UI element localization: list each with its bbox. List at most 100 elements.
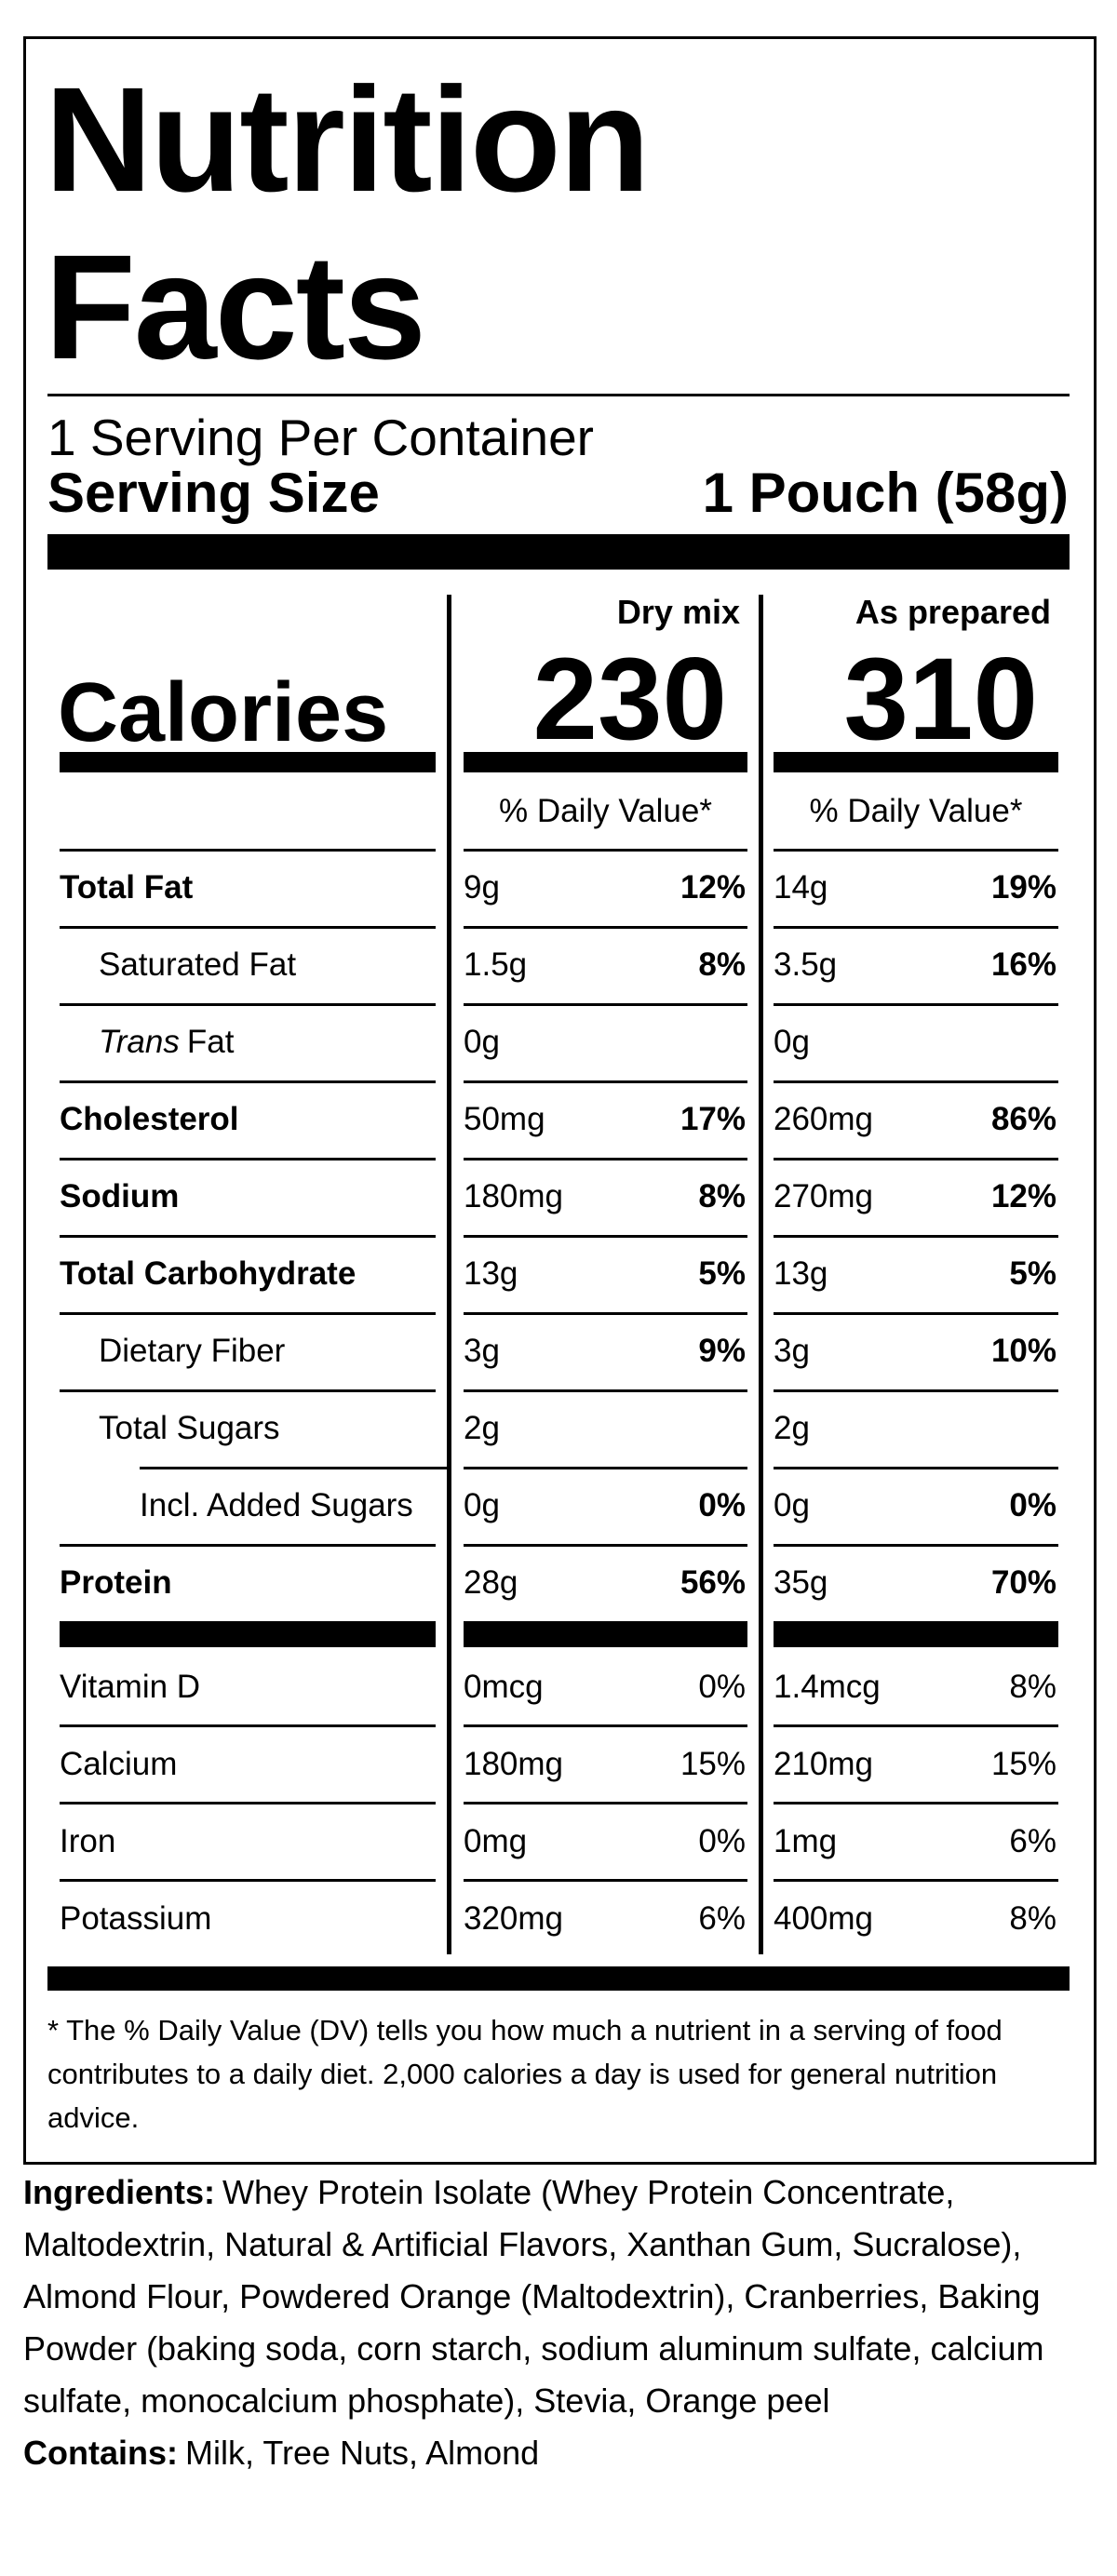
label-border	[23, 36, 1097, 2165]
nutrient-name: Sodium	[60, 1178, 180, 1215]
daily-value: 0%	[698, 1487, 746, 1524]
amount: 3g	[774, 1333, 810, 1370]
amount: 1.5g	[464, 946, 528, 984]
daily-value: 15%	[990, 1746, 1056, 1783]
rule	[464, 1544, 747, 1547]
rule	[774, 1158, 1058, 1161]
rule	[464, 1467, 747, 1469]
title: Nutrition Facts	[45, 56, 650, 390]
nutrient-name: Total Carbohydrate	[60, 1255, 357, 1293]
rule	[774, 1080, 1058, 1083]
rule	[774, 1802, 1058, 1805]
rule	[464, 1312, 747, 1315]
rule	[774, 926, 1058, 929]
amount: 2g	[464, 1410, 500, 1447]
rule	[60, 1621, 436, 1647]
amount: 0g	[774, 1487, 810, 1524]
amount: 0g	[464, 1024, 500, 1061]
daily-value: 6%	[1009, 1823, 1056, 1860]
rule	[464, 926, 747, 929]
amount: 270mg	[774, 1178, 874, 1215]
column-heading: Dry mix	[616, 592, 740, 631]
daily-value: 0%	[698, 1669, 746, 1706]
rule	[464, 1389, 747, 1392]
ingredients-label: Ingredients:	[23, 2173, 216, 2211]
vitamin-name: Potassium	[60, 1900, 212, 1938]
rule	[60, 1235, 436, 1238]
rule	[60, 1080, 436, 1083]
column-heading: As prepared	[855, 592, 1051, 631]
rule	[464, 1158, 747, 1161]
amount: 3.5g	[774, 946, 838, 984]
amount: 0mcg	[464, 1669, 544, 1706]
rule	[60, 1802, 436, 1805]
dv-heading: % Daily Value*	[809, 793, 1023, 830]
rule	[774, 849, 1058, 852]
amount: 0g	[774, 1024, 810, 1061]
amount: 2g	[774, 1410, 810, 1447]
contains-text: Milk, Tree Nuts, Almond	[185, 2434, 540, 2472]
daily-value: 8%	[698, 946, 746, 984]
calories-value: 310	[843, 634, 1038, 764]
calories-label: Calories	[58, 665, 389, 759]
rule	[464, 1003, 747, 1006]
rule	[60, 1389, 436, 1392]
amount: 180mg	[464, 1178, 564, 1215]
ingredients-text: Whey Protein Isolate (Whey Protein Conce…	[23, 2173, 1044, 2420]
daily-value: 8%	[1009, 1669, 1056, 1706]
daily-value: 5%	[1009, 1255, 1056, 1293]
rule	[774, 1235, 1058, 1238]
rule	[464, 1235, 747, 1238]
serving-size: 1 Pouch (58g)	[702, 462, 1069, 524]
vitamin-name: Calcium	[60, 1746, 178, 1783]
ingredients: Ingredients: Whey Protein Isolate (Whey P…	[23, 2167, 1094, 2427]
daily-value: 17%	[680, 1101, 746, 1138]
amount: 320mg	[464, 1900, 564, 1938]
amount: 3g	[464, 1333, 500, 1370]
nutrient-name: Total Sugars	[99, 1410, 280, 1447]
rule	[759, 595, 763, 1954]
daily-value: 5%	[698, 1255, 746, 1293]
nutrient-name: Total Fat	[60, 869, 194, 906]
rule	[447, 595, 451, 1954]
rule	[774, 1879, 1058, 1882]
amount: 260mg	[774, 1101, 874, 1138]
calories-value: 230	[532, 634, 727, 764]
daily-value: 70%	[990, 1564, 1056, 1602]
rule	[464, 1621, 747, 1647]
daily-value: 86%	[990, 1101, 1056, 1138]
nutrient-name: Incl. Added Sugars	[140, 1487, 413, 1524]
rule	[774, 1467, 1058, 1469]
amount: 9g	[464, 869, 500, 906]
daily-value: 0%	[1009, 1487, 1056, 1524]
nutrient-name-italic: Trans	[99, 1024, 180, 1061]
rule	[774, 1312, 1058, 1315]
nutrient-name: Saturated Fat	[99, 946, 297, 984]
amount: 400mg	[774, 1900, 874, 1938]
rule	[60, 1158, 436, 1161]
daily-value: 10%	[990, 1333, 1056, 1370]
daily-value: 0%	[698, 1823, 746, 1860]
rule	[774, 752, 1058, 772]
rule	[464, 752, 747, 772]
rule	[464, 849, 747, 852]
rule	[464, 1802, 747, 1805]
amount: 50mg	[464, 1101, 545, 1138]
amount: 210mg	[774, 1746, 874, 1783]
rule	[60, 926, 436, 929]
daily-value: 8%	[698, 1178, 746, 1215]
nutrient-name: Dietary Fiber	[99, 1333, 286, 1370]
rule	[60, 1879, 436, 1882]
amount: 180mg	[464, 1746, 564, 1783]
daily-value: 56%	[680, 1564, 746, 1602]
amount: 28g	[464, 1564, 518, 1602]
nutrient-name: Protein	[60, 1564, 172, 1602]
rule	[60, 1544, 436, 1547]
contains-label: Contains:	[23, 2434, 178, 2472]
rule	[60, 1003, 436, 1006]
amount: 0g	[464, 1487, 500, 1524]
rule	[774, 1724, 1058, 1727]
vitamin-name: Iron	[60, 1823, 116, 1860]
amount: 14g	[774, 869, 828, 906]
